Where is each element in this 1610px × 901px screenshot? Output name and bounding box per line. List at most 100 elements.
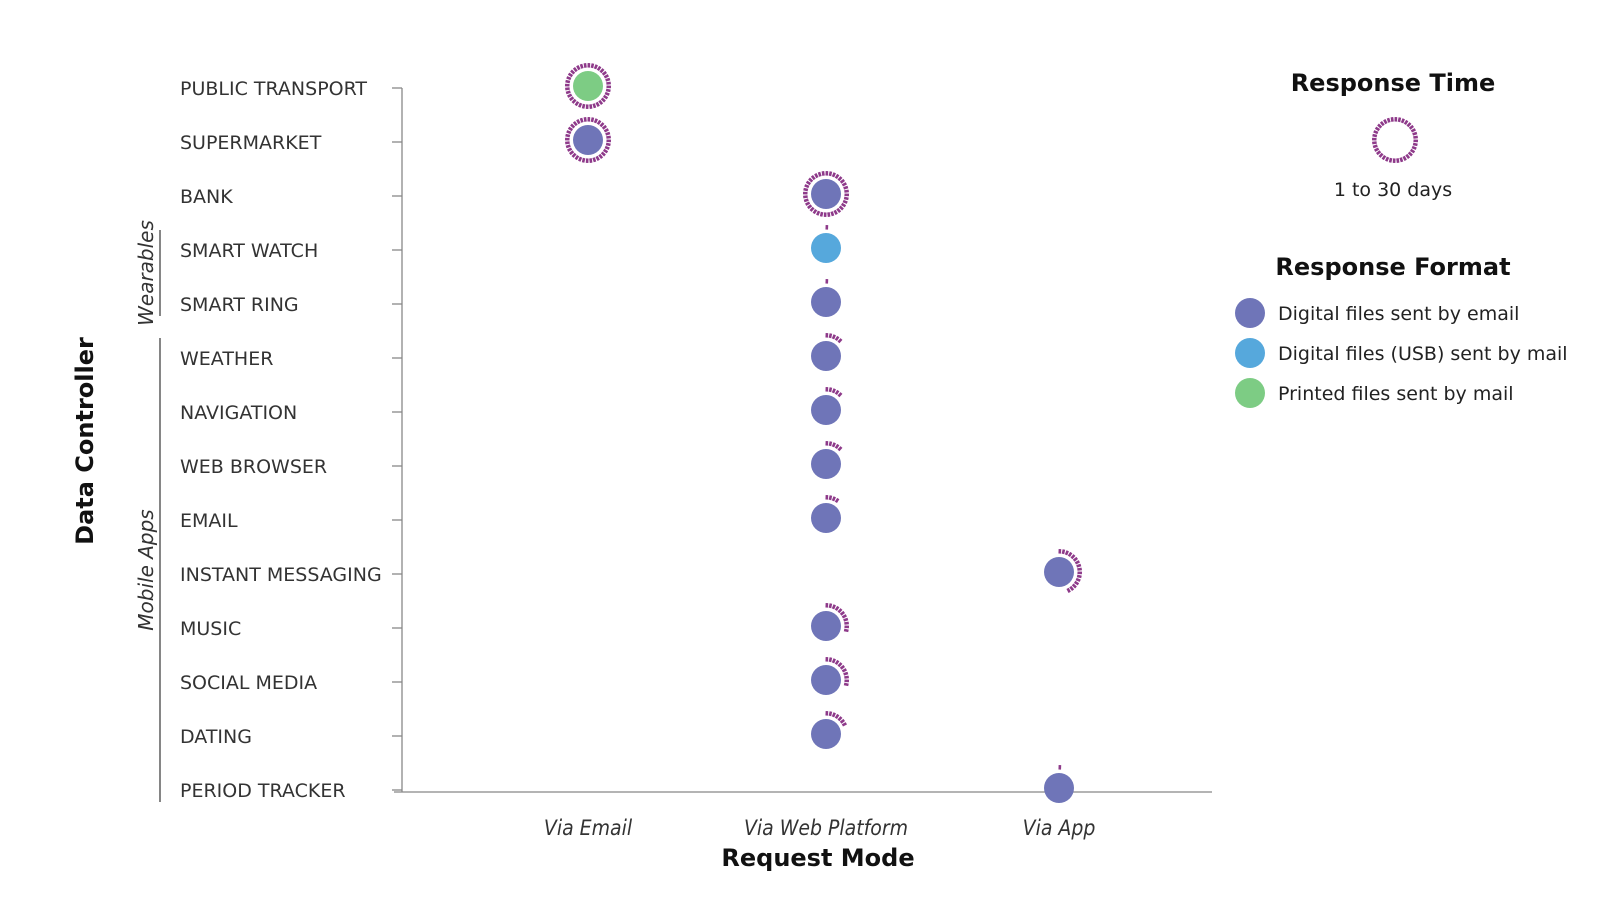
response-time-dash [1061,549,1066,555]
response-time-ring [1058,548,1083,593]
response-time-dash [602,148,609,154]
response-time-dash [821,171,825,176]
response-time-dash [1374,147,1380,152]
legend-ring-dashes [1371,116,1419,164]
response-format-dot [811,341,841,371]
response-time-dash [831,172,836,178]
response-time-dash [831,604,836,610]
y-tick-label-dating: DATING [180,726,252,748]
response-time-dash [805,180,812,186]
response-time-dash [572,121,578,127]
x-tick-label-via-email: Via Email [544,816,633,840]
response-time-dash [810,175,816,181]
y-axis-labels: PUBLIC TRANSPORT SUPERMARKET BANK SMART WAT… [180,78,382,802]
response-time-dash [574,154,580,161]
response-time-dash [1067,551,1073,558]
response-time-dash [837,716,843,722]
response-time-dash [605,131,611,136]
response-time-dash [831,334,836,340]
legend-item-label: Digital files (USB) sent by mail [1278,343,1568,365]
response-time-dash [1372,144,1378,149]
legend-swatch [1235,338,1265,368]
response-time-dash [837,608,843,614]
response-time-dash [565,79,571,84]
response-time-dash [828,171,833,177]
response-time-dash [606,81,611,85]
response-time-dash [583,117,587,122]
response-time-dash [581,103,586,109]
response-time-dash [595,101,600,107]
response-time-dash [578,156,583,162]
response-time-dash [565,90,571,95]
response-time-dash [567,126,574,132]
response-time-dash [1388,157,1393,163]
legend-response-format-items: Digital files sent by email Digital files… [1235,298,1568,408]
response-time-dash [570,69,576,75]
response-time-dash [837,446,843,452]
legend: Response Time 1 to 30 days Response Form… [1235,69,1568,408]
response-format-dot [811,665,841,695]
response-time-dash [598,153,604,159]
response-time-dash [817,171,822,177]
response-time-dash [805,201,811,206]
response-time-dash [566,130,572,135]
response-time-dash [831,442,836,448]
response-time-dash [814,173,819,179]
response-time-dash [816,210,821,216]
response-time-dash [572,67,578,73]
response-time-dash [827,212,831,217]
response-time-dash [828,441,833,447]
response-time-dash [565,144,571,149]
data-point-supermarket [564,116,612,164]
response-time-dash [834,605,840,612]
response-time-dash [605,77,611,82]
response-time-dash [833,209,838,215]
response-time-dash [808,177,814,183]
response-format-dot [811,287,841,317]
response-time-dash [803,187,809,192]
response-time-dash [579,117,584,123]
response-time-dash [1070,554,1076,560]
data-point-weather [811,332,843,371]
response-time-dash [565,133,571,138]
legend-response-time-ring [1371,116,1419,164]
response-time-dash [843,196,849,201]
response-format-dot [811,611,841,641]
response-time-dash [844,675,849,679]
response-time-dash [581,157,586,163]
response-time-dash [1412,131,1418,136]
y-tick-label-public-transport: PUBLIC TRANSPORT [180,78,367,100]
response-time-dash [1399,157,1404,163]
data-point-instant-messaging [1044,548,1083,593]
response-time-dash [1073,580,1080,586]
response-time-dash [595,155,600,161]
response-time-dash [828,495,833,501]
response-time-dash [1066,587,1071,593]
response-time-dash [583,63,587,68]
response-time-dash [839,610,845,616]
response-time-dash [576,119,581,125]
response-time-dash [598,99,604,105]
response-time-dash [576,65,581,71]
response-time-dash [803,195,808,199]
response-time-dash [838,205,844,211]
response-time-dash [604,145,610,150]
y-tick-label-web-browser: WEB BROWSER [180,456,327,478]
response-time-dash [604,91,610,96]
response-time-dash [1379,121,1385,127]
response-time-dash [1411,145,1417,150]
response-time-dash [1402,155,1407,161]
response-time-dash [1396,158,1400,163]
response-time-dash [819,211,824,217]
response-time-ring [825,710,847,727]
response-time-dash [841,722,847,727]
data-point-period-tracker [1044,764,1074,803]
response-time-dash [1407,151,1413,157]
response-time-dash [842,199,848,204]
response-time-ring [825,440,843,452]
response-time-dash [599,68,605,74]
y-tick-label-smart-ring: SMART RING [180,294,299,316]
response-time-dash [830,211,835,217]
response-format-dot [811,503,841,533]
